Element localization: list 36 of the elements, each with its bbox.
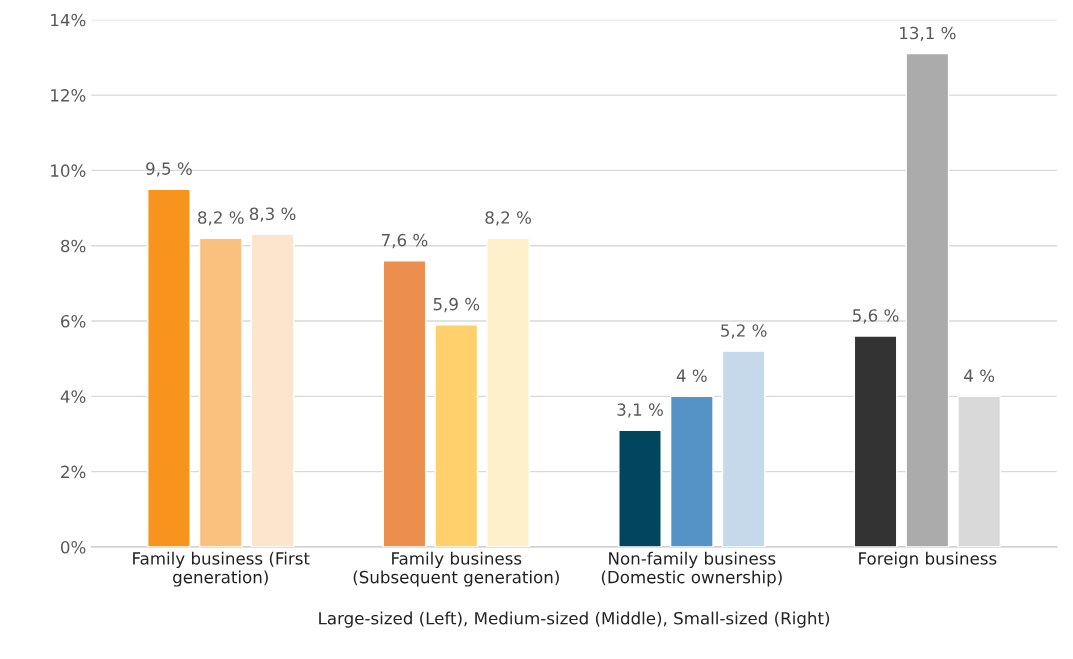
x-tick-label: Foreign business — [859, 551, 997, 568]
bar — [486, 237, 530, 547]
data-label: 5,2 % — [721, 324, 767, 339]
bar — [905, 52, 950, 547]
y-tick-label: 0% — [61, 540, 86, 554]
data-label: 3,1 % — [617, 403, 663, 418]
data-label: 5,6 % — [853, 309, 899, 324]
data-label: 4 % — [964, 369, 995, 382]
x-tick-label: Family business (Subsequent generation) — [353, 551, 559, 587]
bar — [198, 237, 243, 547]
bar — [618, 429, 662, 547]
y-tick-label: 6% — [61, 314, 86, 328]
y-tick-label: 4% — [60, 390, 86, 403]
y-tick-label: 14% — [51, 13, 86, 27]
x-tick-label: Non-family business (Domestic ownership) — [601, 551, 782, 587]
bar — [382, 260, 427, 547]
data-label: 5,9 % — [433, 297, 480, 313]
data-label: 8,2 % — [485, 211, 532, 226]
data-label: 8,2 % — [198, 211, 244, 226]
y-tick-label: 2% — [61, 465, 86, 479]
bar — [147, 188, 191, 547]
x-tick-label: Family business (First generation) — [133, 551, 310, 587]
bar — [250, 233, 295, 547]
data-label: 4 % — [676, 369, 707, 382]
bar — [721, 350, 766, 547]
y-tick-label: 10% — [51, 164, 86, 177]
x-axis-title: Large-sized (Left), Medium-sized (Middle), Small-sized (Right) — [319, 611, 830, 628]
bar — [434, 324, 479, 547]
y-tick-label: 12% — [51, 89, 86, 102]
data-label: 8,3 % — [249, 207, 296, 222]
bar — [669, 395, 714, 547]
data-label: 7,6 % — [382, 233, 428, 249]
data-label: 9,5 % — [146, 162, 192, 177]
y-tick-label: 8% — [61, 239, 86, 253]
data-label: 13,1 % — [900, 26, 956, 42]
bar — [853, 335, 898, 547]
